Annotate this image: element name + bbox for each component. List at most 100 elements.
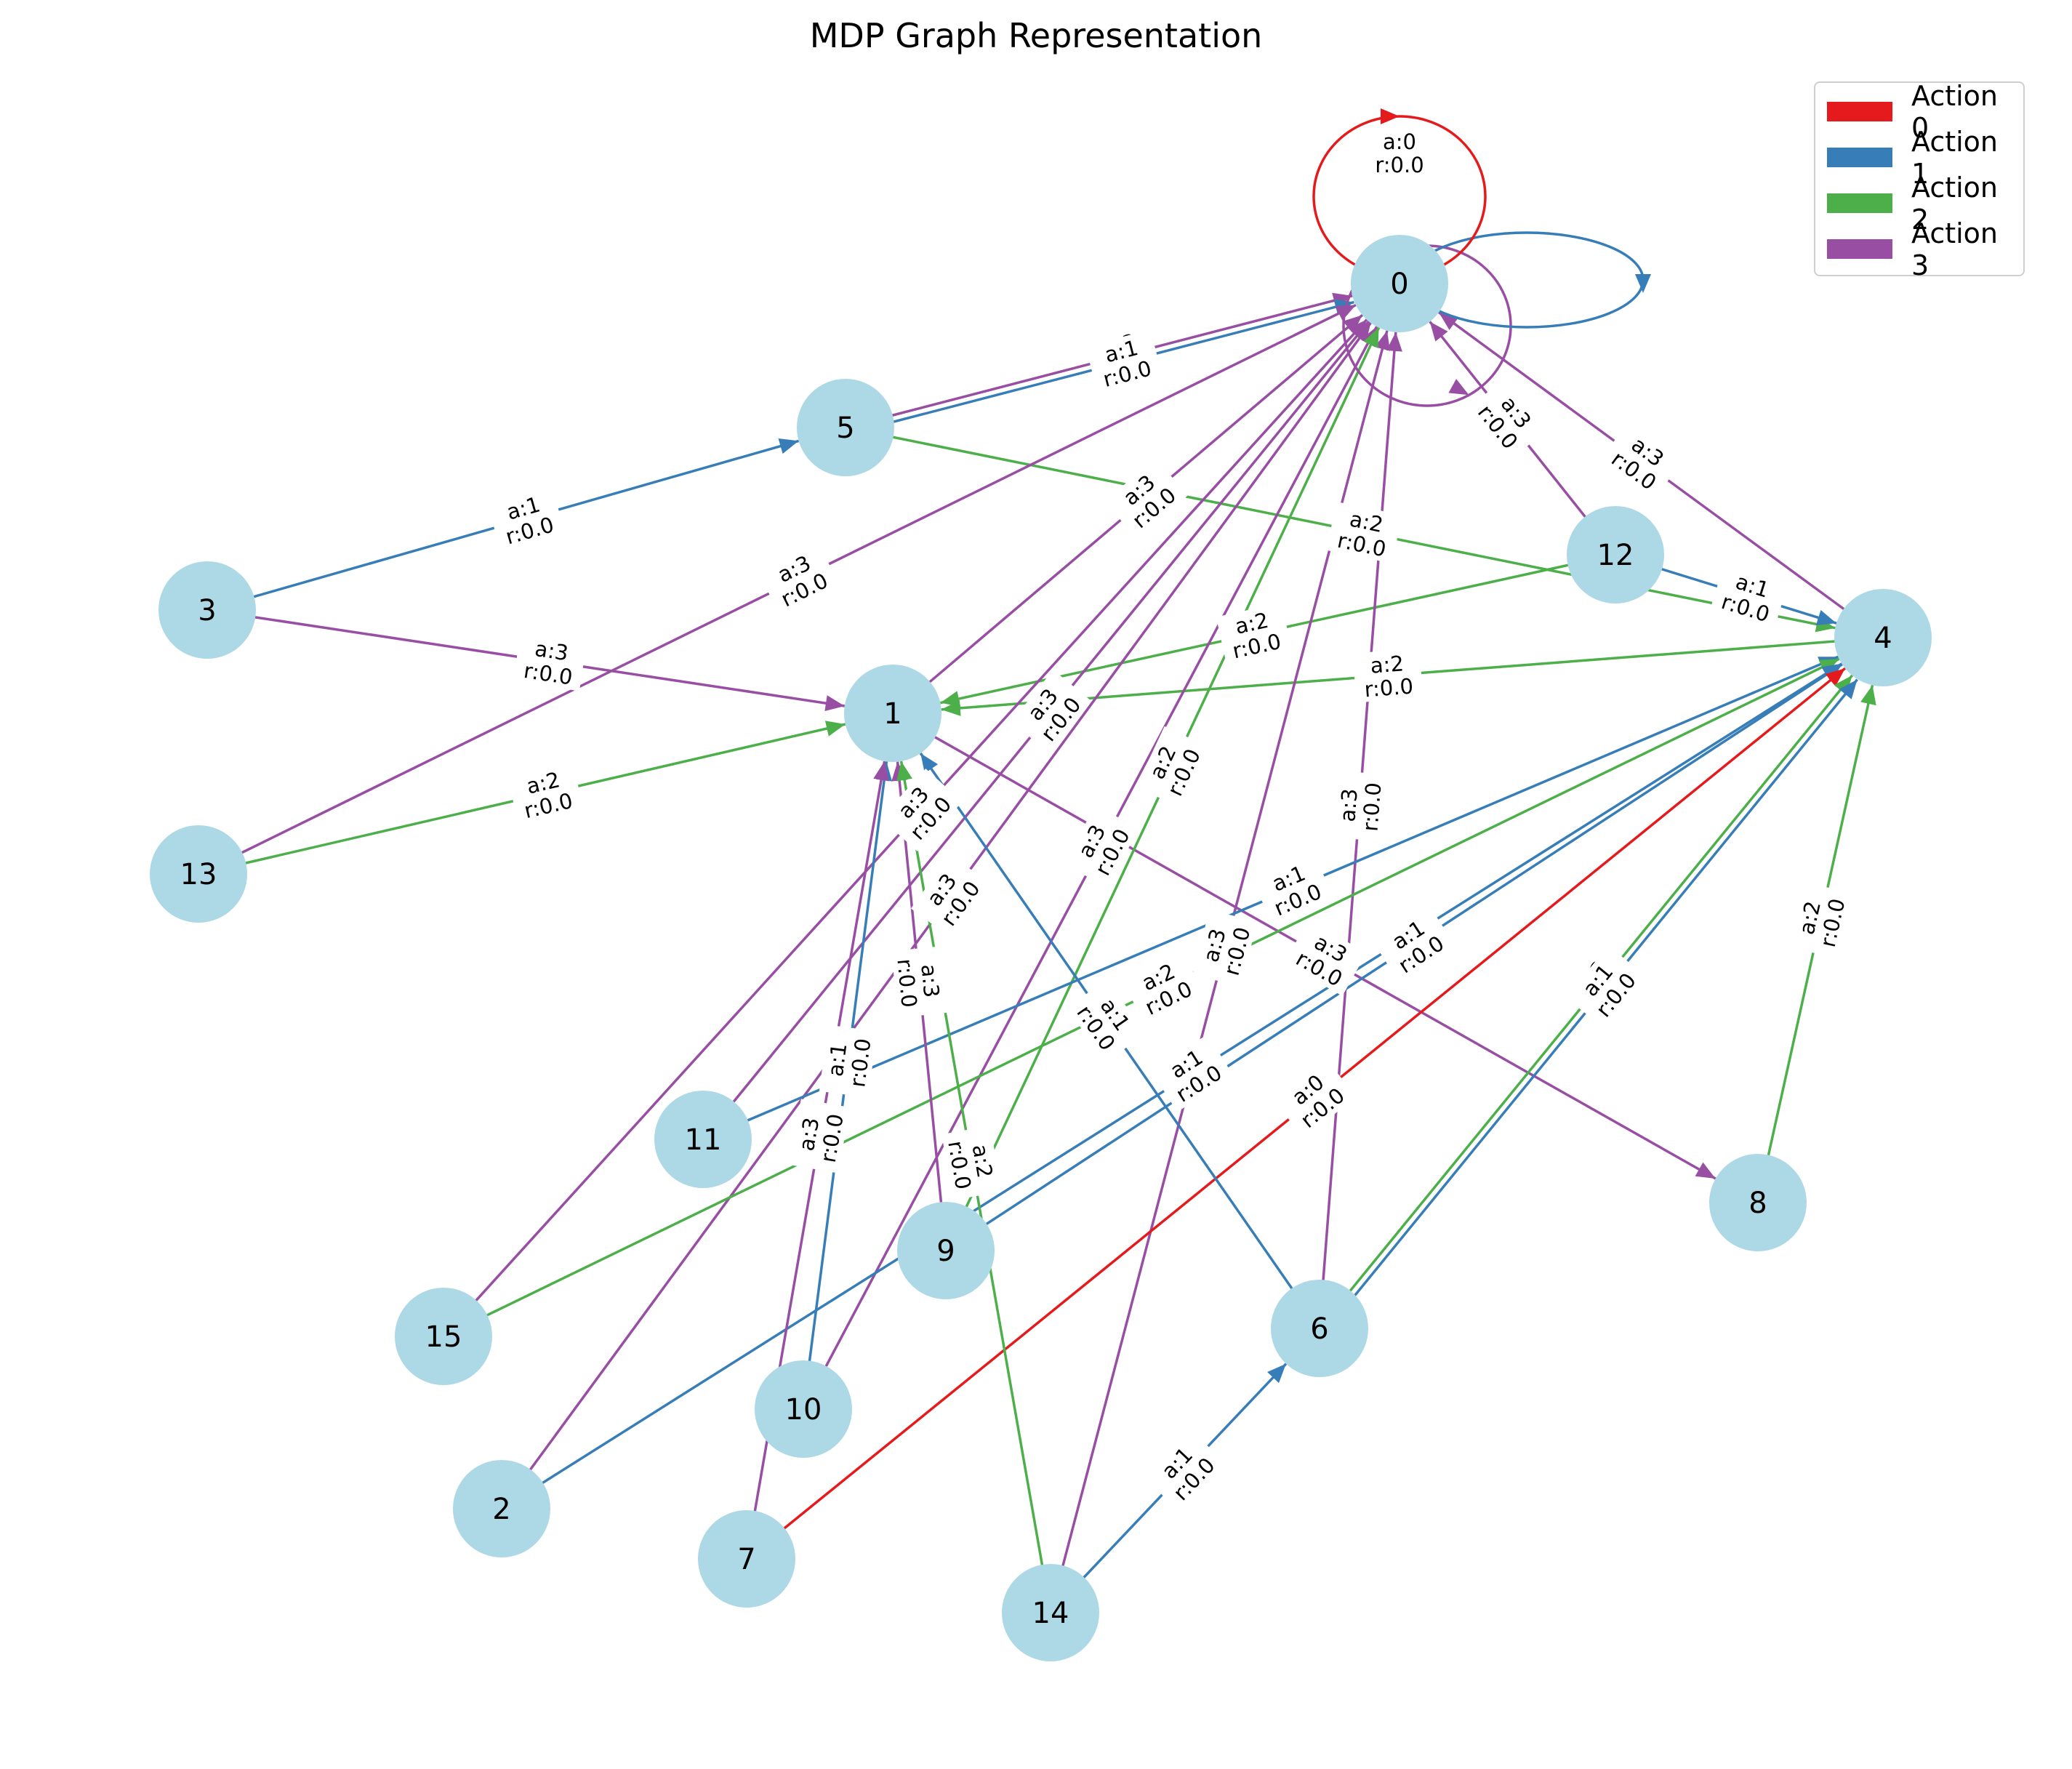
- edge-label-background: [1352, 648, 1424, 703]
- edge-label-background: [758, 542, 840, 616]
- state-node-label: 14: [1032, 1597, 1069, 1630]
- edge-label: a:3r:0.0: [1104, 457, 1188, 539]
- legend-entry-action-1: Action 1: [1815, 126, 2023, 190]
- legend-entry-action-0: Action 0: [1815, 80, 2023, 144]
- edge-label-background: [1064, 805, 1139, 888]
- state-node-5: [797, 379, 894, 476]
- edge-label: a:2r:0.0: [507, 762, 584, 825]
- edge-label-background: [891, 946, 947, 1018]
- state-node-6: [1271, 1280, 1368, 1377]
- state-node-8: [1709, 1154, 1807, 1251]
- edge-label: a:2r:0.0: [1352, 648, 1424, 703]
- state-node-label: 0: [1390, 268, 1408, 301]
- edge-label: a:1r:0.0: [819, 1024, 878, 1098]
- edge-label: a:3r:0.0: [513, 632, 587, 691]
- edge-arrowhead: [896, 761, 912, 782]
- edge-label: a:1r:0.0: [1085, 329, 1163, 395]
- edge-label-background: [941, 1126, 1002, 1200]
- edge-label: a:3r:0.0: [1011, 670, 1092, 753]
- edge-label: a:1r:0.0: [1566, 945, 1647, 1029]
- edge-label-action: a:3: [794, 1115, 824, 1152]
- edge-label-background: [1709, 562, 1789, 630]
- state-node-label: 2: [492, 1493, 510, 1526]
- edge-label-action: a:0: [1383, 129, 1416, 154]
- edge-arrowhead: [941, 699, 961, 716]
- state-node-label: 9: [936, 1235, 955, 1268]
- page-title: MDP Graph Representation: [809, 16, 1263, 55]
- edge-label-background: [1136, 726, 1210, 809]
- edge-label: a:3r:0.0: [1332, 771, 1387, 841]
- state-node-11: [654, 1091, 752, 1188]
- legend-entry-action-3: Action 3: [1815, 217, 2023, 281]
- edge-label: a:1r:0.0: [1709, 562, 1789, 630]
- edge-arrowhead: [824, 695, 845, 712]
- edge-label-reward: r:0.0: [845, 1037, 875, 1088]
- state-node-12: [1567, 506, 1664, 603]
- state-node-14: [1002, 1564, 1099, 1661]
- edge-label-background: [1332, 771, 1387, 841]
- state-node-label: 5: [836, 412, 854, 445]
- state-node-label: 13: [180, 858, 217, 891]
- edge-label-action: a:3: [916, 963, 944, 998]
- edge-label-background: [1467, 377, 1548, 461]
- edge-arrowhead: [873, 761, 890, 782]
- edge-arrowhead: [824, 721, 846, 737]
- edge-label: a:1r:0.0: [1252, 852, 1334, 925]
- edge-label: a:0r:0.0: [1366, 128, 1433, 177]
- edge-label: a:1r:0.0: [1373, 904, 1456, 984]
- edge-label-background: [1122, 950, 1205, 1024]
- edge-label-reward: r:0.0: [892, 958, 921, 1008]
- state-node-label: 11: [685, 1123, 722, 1157]
- edge-label-background: [1284, 920, 1367, 996]
- edge-label-background: [1067, 979, 1146, 1063]
- state-node-9: [897, 1202, 995, 1299]
- edge-arrowhead: [1386, 332, 1402, 352]
- edge-label-background: [513, 632, 587, 691]
- state-node-0: [1351, 235, 1448, 332]
- state-node-label: 7: [737, 1543, 755, 1576]
- edge-label-background: [790, 1099, 850, 1174]
- edge-label-background: [1366, 128, 1433, 177]
- edge-label-action: a:1: [823, 1042, 852, 1078]
- legend-label: Action 0: [1911, 79, 1999, 144]
- edge-arrowhead: [1429, 321, 1448, 342]
- edge-label-background: [1788, 882, 1852, 958]
- edge-label-background: [1011, 670, 1092, 753]
- edge-arrowhead: [1342, 315, 1362, 334]
- edge-label-background: [1252, 852, 1334, 925]
- edge-label: a:2r:0.0: [1136, 726, 1210, 809]
- edge-label-background: [910, 854, 991, 938]
- edge-label: a:0r:0.0: [1273, 1058, 1357, 1139]
- edge-label-action: a:2: [1370, 651, 1405, 678]
- legend-swatch: [1827, 102, 1892, 121]
- edge-arrowhead: [1695, 1162, 1716, 1179]
- edge-label-reward: r:0.0: [1375, 153, 1424, 177]
- edge-arrowhead: [1267, 1363, 1286, 1384]
- state-node-3: [158, 561, 256, 659]
- legend-entry-action-2: Action 2: [1815, 172, 2023, 236]
- edge-label-background: [1085, 329, 1163, 395]
- edge-label-action: a:3: [533, 636, 570, 665]
- edge-label-background: [1216, 602, 1293, 666]
- edge-label-action: a:3: [1335, 787, 1362, 822]
- state-node-label: 6: [1310, 1312, 1328, 1346]
- state-node-1: [844, 665, 941, 762]
- edge-label: a:3r:0.0: [891, 946, 947, 1018]
- edge-label-background: [880, 769, 963, 851]
- legend: Action 0 Action 1 Action 2 Action 3: [1814, 80, 2025, 281]
- edge-label-background: [507, 762, 584, 825]
- edge-label-reward: r:0.0: [1357, 782, 1386, 833]
- edge-label-background: [1150, 1034, 1234, 1112]
- edge-label: a:3r:0.0: [790, 1099, 850, 1174]
- legend-label: Action 1: [1911, 125, 1999, 190]
- edge-label-background: [1104, 457, 1188, 539]
- state-node-13: [150, 825, 247, 923]
- edge-label: a:3r:0.0: [1192, 909, 1258, 987]
- edge-label-background: [1192, 909, 1258, 987]
- state-node-10: [755, 1360, 852, 1458]
- edge-label: a:2r:0.0: [941, 1126, 1002, 1200]
- edge-label: a:3r:0.0: [1467, 377, 1548, 461]
- edge-arrowhead: [778, 438, 799, 454]
